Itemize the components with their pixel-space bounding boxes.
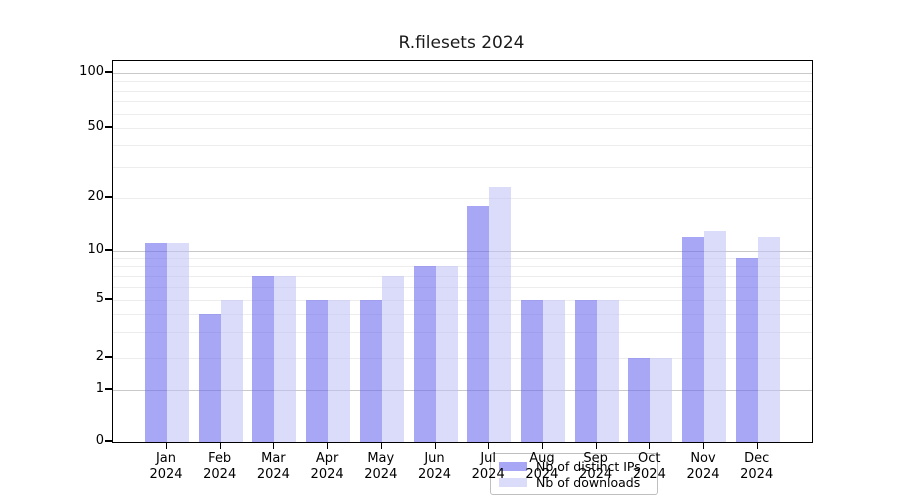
gridline-y-9	[113, 258, 812, 260]
y-tick-10	[105, 248, 112, 251]
y-tick-1	[105, 387, 112, 390]
bar-aug-downloads	[542, 300, 565, 442]
gridline-y-8	[113, 266, 812, 268]
legend: Nb of distinct IPs Nb of downloads	[490, 453, 658, 495]
x-tick-feb	[219, 442, 221, 449]
x-tick-sep	[595, 442, 597, 449]
gridline-y-90	[113, 81, 812, 83]
bar-nov-downloads	[704, 230, 726, 442]
x-tick-may	[380, 442, 382, 449]
bar-jul-distinct-ips	[467, 205, 490, 442]
bar-jun-downloads	[435, 266, 458, 442]
bar-oct-downloads	[650, 358, 673, 442]
y-tick-50	[105, 126, 112, 128]
y-tick-label-100: 100	[79, 64, 104, 79]
bar-apr-downloads	[328, 300, 351, 442]
legend-label-distinct-ips: Nb of distinct IPs	[536, 458, 641, 474]
bar-oct-distinct-ips	[628, 358, 651, 442]
x-tick-label-dec: Dec 2024	[740, 451, 774, 482]
x-tick-jun	[434, 442, 436, 449]
x-tick-jul	[488, 442, 490, 449]
gridline-y-20	[113, 197, 812, 199]
x-tick-mar	[273, 442, 275, 449]
gridline-y-70	[113, 101, 812, 103]
y-tick-label-1: 1	[95, 380, 104, 396]
bar-dec-downloads	[757, 236, 780, 442]
y-tick-2	[105, 356, 112, 358]
bar-dec-distinct-ips	[735, 258, 758, 442]
bar-feb-distinct-ips	[198, 314, 221, 442]
y-tick-100	[105, 71, 112, 73]
x-tick-label-jun: Jun 2024	[417, 451, 452, 482]
x-tick-label-mar: Mar 2024	[256, 451, 290, 482]
gridline-y-100	[113, 73, 812, 74]
x-tick-label-sep: Sep 2024	[579, 451, 613, 482]
gridline-y-60	[113, 113, 812, 115]
legend-item-distinct-ips: Nb of distinct IPs	[491, 460, 657, 473]
gridline-y-30	[113, 166, 812, 168]
bar-aug-distinct-ips	[520, 300, 543, 442]
bar-feb-downloads	[220, 300, 243, 442]
x-tick-label-nov: Nov 2024	[686, 451, 720, 482]
x-tick-apr	[327, 442, 329, 449]
x-tick-nov	[703, 442, 704, 449]
gridline-y-50	[113, 128, 812, 129]
y-tick-label-50: 50	[87, 119, 104, 134]
gridline-y-6	[113, 286, 812, 288]
y-tick-20	[105, 195, 112, 198]
y-tick-5	[105, 298, 112, 300]
x-tick-jan	[166, 442, 167, 449]
x-tick-oct	[649, 442, 651, 449]
plot-area: Nb of distinct IPs Nb of downloads	[112, 60, 813, 495]
bar-may-distinct-ips	[359, 300, 382, 442]
bar-mar-downloads	[274, 275, 297, 442]
bar-nov-distinct-ips	[682, 236, 704, 442]
bar-mar-distinct-ips	[252, 275, 275, 442]
gridline-y-5	[113, 300, 812, 301]
x-tick-label-jul: Jul 2024	[471, 451, 505, 482]
gridline-y-2	[113, 358, 812, 359]
x-tick-label-oct: Oct 2024	[632, 451, 666, 482]
legend-swatch-downloads	[499, 477, 527, 487]
x-tick-aug	[541, 442, 543, 449]
x-tick-label-may: May 2024	[364, 451, 398, 482]
legend-swatch-distinct-ips	[499, 461, 527, 471]
bar-jun-distinct-ips	[413, 266, 436, 442]
gridline-y-1	[113, 389, 812, 391]
y-tick-label-0: 0	[95, 433, 104, 448]
gridline-y-80	[113, 90, 812, 92]
legend-item-downloads: Nb of downloads	[491, 476, 657, 489]
bar-jul-downloads	[489, 187, 512, 442]
y-tick-label-10: 10	[87, 241, 104, 257]
chart-title: R.filesets 2024	[398, 33, 525, 53]
y-tick-0	[105, 440, 112, 442]
gridline-y-10	[113, 250, 812, 252]
x-tick-label-feb: Feb 2024	[203, 451, 237, 482]
y-tick-label-20: 20	[87, 188, 104, 204]
x-tick-dec	[756, 442, 758, 449]
x-tick-label-aug: Aug 2024	[525, 451, 559, 482]
x-tick-label-jan: Jan 2024	[149, 451, 183, 482]
bar-sep-downloads	[596, 300, 619, 442]
bar-may-downloads	[381, 275, 404, 442]
legend-label-downloads: Nb of downloads	[536, 474, 641, 490]
bar-apr-distinct-ips	[306, 300, 329, 442]
gridline-y-4	[113, 314, 812, 316]
gridline-y-40	[113, 144, 812, 146]
bar-jan-distinct-ips	[145, 243, 167, 442]
bar-jan-downloads	[167, 243, 189, 442]
x-tick-label-apr: Apr 2024	[310, 451, 344, 482]
gridline-y-7	[113, 275, 812, 277]
y-tick-label-2: 2	[95, 349, 104, 364]
gridline-y-3	[113, 332, 812, 334]
bar-sep-distinct-ips	[574, 300, 597, 442]
y-tick-label-5: 5	[95, 291, 104, 306]
